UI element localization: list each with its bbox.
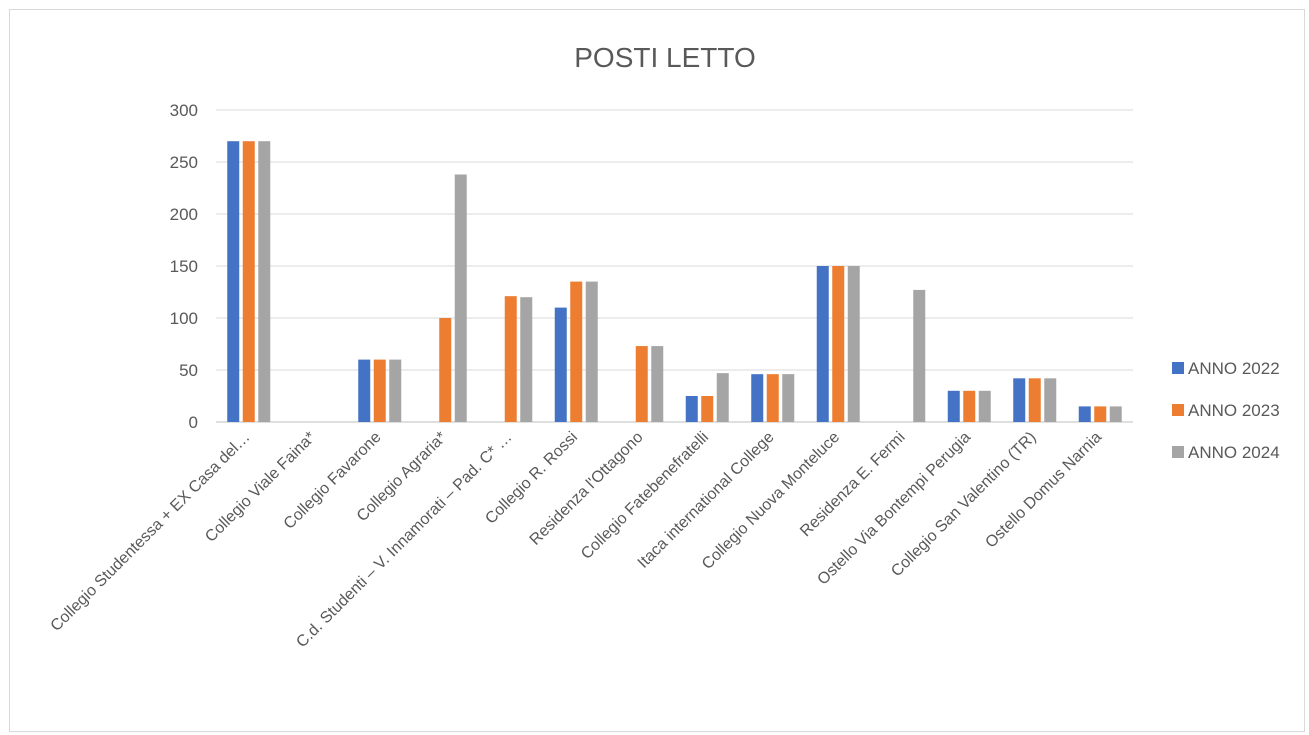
y-tick-label: 250: [170, 153, 198, 172]
bar: [520, 297, 533, 422]
bar: [227, 141, 240, 422]
bar: [751, 374, 764, 422]
bar: [1044, 378, 1057, 422]
y-tick-label: 200: [170, 205, 198, 224]
bar: [716, 373, 729, 422]
x-category-label: Collegio Nuova Monteluce: [699, 429, 843, 573]
x-category-label: Itaca international College: [635, 429, 778, 572]
bar: [439, 318, 452, 422]
x-category-label: Residenza l'Ottagono: [527, 429, 647, 549]
bar: [913, 289, 926, 422]
x-category-label: Collegio Viale Faina*: [202, 429, 319, 546]
gridlines: [216, 109, 1133, 423]
bar: [554, 307, 567, 422]
bar: [816, 266, 829, 422]
chart-title: POSTI LETTO: [574, 42, 756, 73]
bar: [651, 346, 664, 422]
y-tick-label: 50: [179, 361, 198, 380]
bar: [373, 359, 386, 422]
bar: [1109, 406, 1122, 422]
bar: [389, 359, 402, 422]
bar: [635, 346, 648, 422]
legend-label: ANNO 2024: [1188, 443, 1280, 462]
bar: [766, 374, 779, 422]
x-category-label: Ostello Domus Narnia: [982, 429, 1105, 552]
bar: [358, 359, 371, 422]
bar: [685, 396, 698, 422]
bar: [570, 281, 583, 422]
y-axis-ticks: 0 50 100 150 200 250 300: [170, 101, 198, 432]
bars: [227, 141, 1122, 422]
legend-label: ANNO 2022: [1188, 359, 1280, 378]
bar: [978, 390, 991, 422]
legend: ANNO 2022 ANNO 2023 ANNO 2024: [1172, 359, 1280, 462]
bar: [847, 266, 860, 422]
y-tick-label: 300: [170, 101, 198, 120]
bar: [1013, 378, 1026, 422]
y-tick-label: 0: [189, 413, 198, 432]
bar: [1028, 378, 1041, 422]
legend-swatch: [1172, 362, 1184, 374]
y-tick-label: 100: [170, 309, 198, 328]
bar: [242, 141, 255, 422]
y-tick-label: 150: [170, 257, 198, 276]
legend-swatch: [1172, 404, 1184, 416]
x-category-label: Collegio Fatebenefratelli: [578, 429, 712, 563]
bar: [701, 396, 714, 422]
bar: [1078, 406, 1091, 422]
bar: [963, 390, 976, 422]
x-axis-category-labels: Collegio Studentessa + EX Casa del…Colle…: [48, 429, 1106, 651]
legend-swatch: [1172, 446, 1184, 458]
bar: [258, 141, 271, 422]
bar: [504, 296, 517, 422]
bar: [832, 266, 845, 422]
bar: [1094, 406, 1107, 422]
bar: [454, 174, 467, 422]
bar: [782, 374, 795, 422]
legend-label: ANNO 2023: [1188, 401, 1280, 420]
bar: [947, 390, 960, 422]
bar: [585, 281, 598, 422]
